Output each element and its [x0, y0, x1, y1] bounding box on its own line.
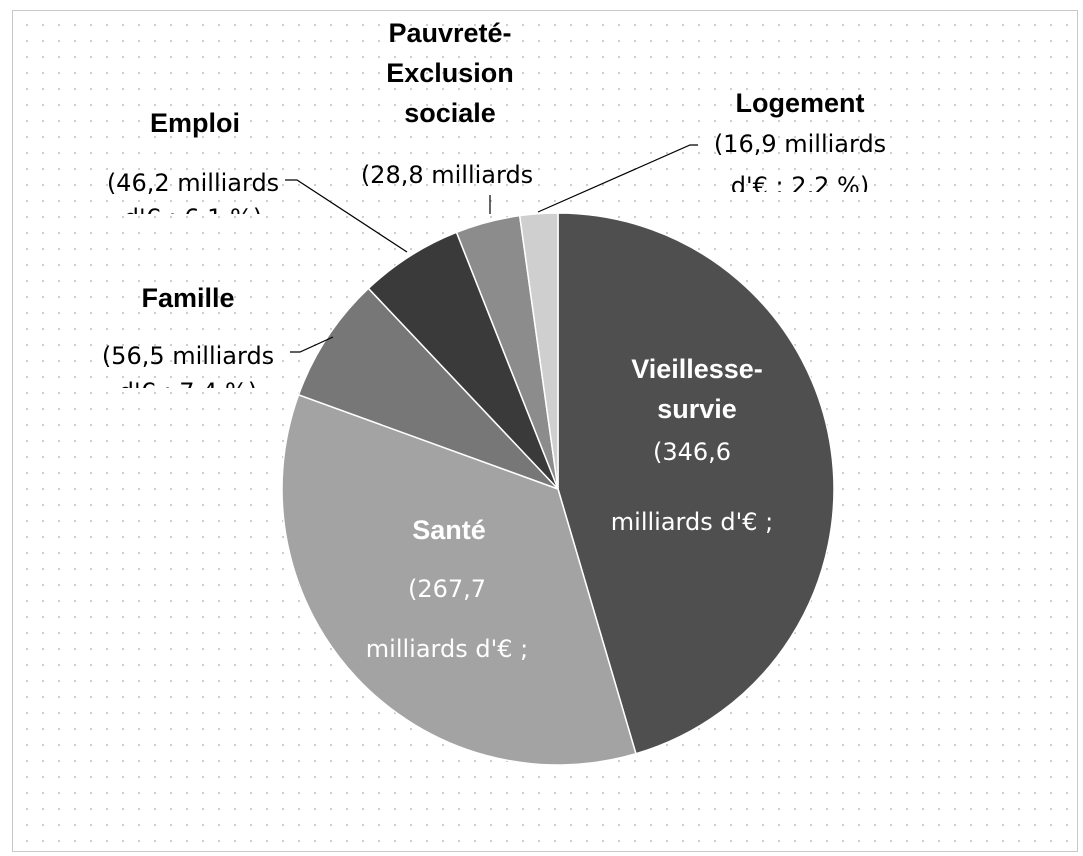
leader-line-logement	[537, 144, 698, 213]
label-sante-value-line2: milliards d'€ ;	[366, 635, 528, 663]
label-sante-value-line1: (267,7	[408, 575, 486, 603]
label-pauvrete-name-line3: sociale	[404, 98, 496, 128]
label-famille-value-line2: d'€ ; 7,4 %)	[119, 378, 257, 406]
pie-slice-famille	[297, 287, 559, 490]
label-famille-value-line1: (56,5 milliards	[102, 342, 274, 370]
leader-line-emploi	[285, 179, 408, 253]
label-sante-name: Santé	[412, 515, 486, 545]
label-logement-value-line1: (16,9 milliards	[714, 130, 886, 158]
pie-slice-vieillesse-survie	[557, 212, 835, 755]
label-emploi-value-line1: (46,2 milliards	[107, 169, 279, 197]
label-pauvrete-value-line1: (28,8 milliards	[361, 161, 533, 189]
label-vieillesse-name-line1: Vieillesse-	[631, 354, 763, 384]
label-emploi-name: Emploi	[150, 108, 240, 138]
label-famille-name: Famille	[141, 283, 234, 313]
pie-slices	[281, 212, 835, 766]
label-vieillesse-value-line2: milliards d'€ ;	[611, 508, 773, 536]
pie-slice-sant-	[281, 393, 637, 766]
label-vieillesse-value-line1: (346,6	[653, 438, 731, 466]
leader-line-famille	[290, 336, 334, 353]
label-emploi-value-line2: d'€ ; 6,1 %)	[124, 204, 262, 232]
pie-slice-logement	[518, 212, 559, 490]
label-pauvrete-name-line1: Pauvreté-	[388, 18, 511, 48]
label-pauvrete-name-line2: Exclusion	[386, 58, 514, 88]
label-vieillesse-name-line2: survie	[657, 394, 737, 424]
label-logement-value-line2: d'€ ; 2,2 %)	[731, 172, 869, 200]
label-logement-name: Logement	[735, 88, 864, 118]
